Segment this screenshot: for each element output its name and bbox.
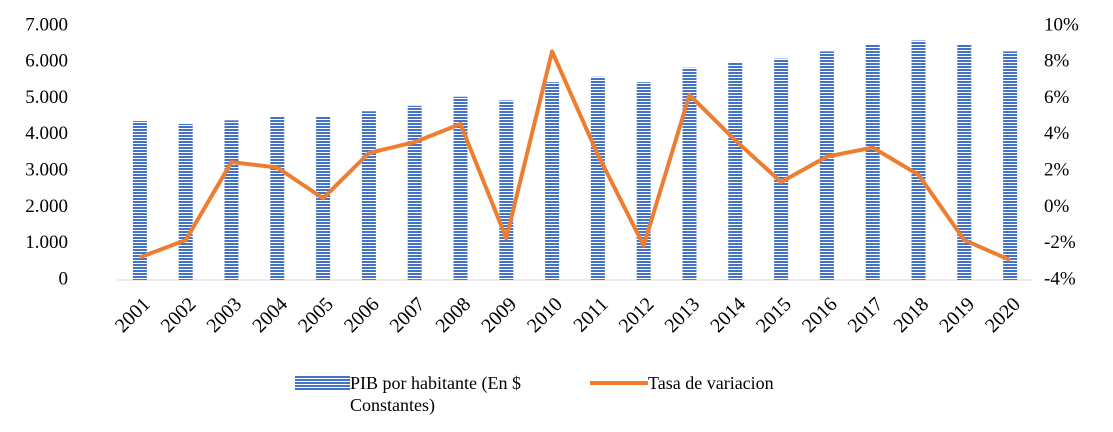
y-tick-label: 2.000 xyxy=(25,196,68,217)
y-tick-label: 5.000 xyxy=(25,87,68,108)
bar xyxy=(636,82,651,280)
y2-tick-label: 0% xyxy=(1044,196,1070,217)
x-tick-label: 2006 xyxy=(340,293,384,337)
x-tick-label: 2019 xyxy=(935,293,979,337)
x-tick-label: 2009 xyxy=(477,293,521,337)
x-tick-label: 2008 xyxy=(431,293,475,337)
x-tick-label: 2017 xyxy=(844,293,888,337)
x-tick-label: 2004 xyxy=(248,293,292,337)
bar xyxy=(224,120,239,280)
x-tick-label: 2007 xyxy=(386,293,430,337)
bar xyxy=(1003,51,1018,281)
y2-tick-label: 10% xyxy=(1044,14,1079,35)
y2-tick-label: 4% xyxy=(1044,123,1070,144)
x-tick-label: 2015 xyxy=(752,293,796,337)
bar xyxy=(499,100,514,280)
x-tick-label: 2013 xyxy=(660,293,704,337)
bar xyxy=(132,121,147,280)
legend-key xyxy=(590,381,648,385)
x-tick-label: 2001 xyxy=(111,293,155,337)
x-tick-label: 2012 xyxy=(615,293,659,337)
bar xyxy=(453,96,468,280)
x-tick-label: 2016 xyxy=(798,293,842,337)
legend-label: PIB por habitante (En $ Constantes) xyxy=(350,373,521,415)
legend-key xyxy=(295,376,350,390)
x-tick-label: 2020 xyxy=(981,293,1025,337)
bar xyxy=(957,44,972,281)
bar xyxy=(545,82,560,280)
bar xyxy=(819,51,834,281)
y-tick-label: 1.000 xyxy=(25,232,68,253)
bar xyxy=(407,105,422,280)
bar xyxy=(590,76,605,280)
bar xyxy=(682,67,697,280)
line xyxy=(139,49,1011,262)
y-tick-label: 6.000 xyxy=(25,51,68,72)
x-tick-label: 2011 xyxy=(569,293,612,336)
y-tick-label: 0 xyxy=(59,268,69,289)
x-tick-label: 2014 xyxy=(706,293,750,337)
y2-tick-label: 6% xyxy=(1044,87,1070,108)
y2-tick-label: 2% xyxy=(1044,160,1070,181)
y-tick-label: 7.000 xyxy=(25,14,68,35)
bar xyxy=(728,62,743,281)
y2-tick-label: 8% xyxy=(1044,51,1070,72)
bar xyxy=(774,58,789,281)
y2-tick-label: -2% xyxy=(1044,232,1076,253)
bar xyxy=(865,44,880,281)
x-tick-label: 2002 xyxy=(157,293,201,337)
x-tick-label: 2018 xyxy=(889,293,933,337)
bar xyxy=(361,111,376,281)
bar xyxy=(178,123,193,280)
x-tick-label: 2010 xyxy=(523,293,567,337)
bar xyxy=(270,116,285,280)
x-tick-label: 2003 xyxy=(202,293,246,337)
y2-tick-label: -4% xyxy=(1044,268,1076,289)
bar xyxy=(911,40,926,281)
x-tick-label: 2005 xyxy=(294,293,338,337)
legend-label: Tasa de variacion xyxy=(648,373,774,393)
y-tick-label: 3.000 xyxy=(25,160,68,181)
y-tick-label: 4.000 xyxy=(25,123,68,144)
